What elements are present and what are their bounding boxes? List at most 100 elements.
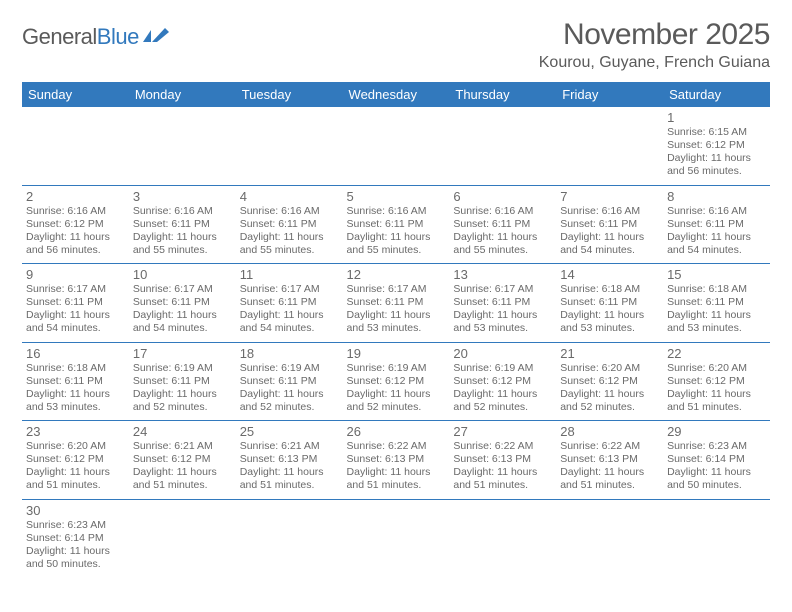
weekday-header: Sunday (22, 82, 129, 107)
daylight-text: Daylight: 11 hours and 53 minutes. (347, 309, 446, 335)
sunrise-text: Sunrise: 6:19 AM (347, 362, 446, 375)
weekday-header: Friday (556, 82, 663, 107)
day-cell: 23Sunrise: 6:20 AMSunset: 6:12 PMDayligh… (22, 421, 129, 500)
day-cell: 5Sunrise: 6:16 AMSunset: 6:11 PMDaylight… (343, 185, 450, 264)
sunset-text: Sunset: 6:13 PM (240, 453, 339, 466)
daylight-text: Daylight: 11 hours and 54 minutes. (133, 309, 232, 335)
day-number: 12 (347, 267, 446, 282)
day-cell: 20Sunrise: 6:19 AMSunset: 6:12 PMDayligh… (449, 342, 556, 421)
day-cell: 6Sunrise: 6:16 AMSunset: 6:11 PMDaylight… (449, 185, 556, 264)
calendar-header-row: SundayMondayTuesdayWednesdayThursdayFrid… (22, 82, 770, 107)
brand-logo: GeneralBlue (22, 18, 169, 50)
sunrise-text: Sunrise: 6:15 AM (667, 126, 766, 139)
day-cell: 2Sunrise: 6:16 AMSunset: 6:12 PMDaylight… (22, 185, 129, 264)
day-cell: 30Sunrise: 6:23 AMSunset: 6:14 PMDayligh… (22, 499, 129, 577)
weekday-header: Thursday (449, 82, 556, 107)
day-number: 16 (26, 346, 125, 361)
brand-part1: General (22, 24, 97, 49)
daylight-text: Daylight: 11 hours and 51 minutes. (453, 466, 552, 492)
daylight-text: Daylight: 11 hours and 55 minutes. (453, 231, 552, 257)
day-cell: 17Sunrise: 6:19 AMSunset: 6:11 PMDayligh… (129, 342, 236, 421)
day-cell: 12Sunrise: 6:17 AMSunset: 6:11 PMDayligh… (343, 264, 450, 343)
sunrise-text: Sunrise: 6:20 AM (667, 362, 766, 375)
day-cell: 24Sunrise: 6:21 AMSunset: 6:12 PMDayligh… (129, 421, 236, 500)
sunrise-text: Sunrise: 6:18 AM (667, 283, 766, 296)
day-cell: 28Sunrise: 6:22 AMSunset: 6:13 PMDayligh… (556, 421, 663, 500)
sunrise-text: Sunrise: 6:16 AM (667, 205, 766, 218)
day-number: 20 (453, 346, 552, 361)
sunrise-text: Sunrise: 6:16 AM (453, 205, 552, 218)
calendar-table: SundayMondayTuesdayWednesdayThursdayFrid… (22, 82, 770, 577)
sunrise-text: Sunrise: 6:22 AM (560, 440, 659, 453)
flag-icon (143, 28, 169, 46)
sunset-text: Sunset: 6:11 PM (240, 375, 339, 388)
day-number: 1 (667, 110, 766, 125)
day-cell: 29Sunrise: 6:23 AMSunset: 6:14 PMDayligh… (663, 421, 770, 500)
day-cell: 11Sunrise: 6:17 AMSunset: 6:11 PMDayligh… (236, 264, 343, 343)
day-number: 15 (667, 267, 766, 282)
empty-cell (236, 499, 343, 577)
day-cell: 4Sunrise: 6:16 AMSunset: 6:11 PMDaylight… (236, 185, 343, 264)
day-number: 4 (240, 189, 339, 204)
day-cell: 13Sunrise: 6:17 AMSunset: 6:11 PMDayligh… (449, 264, 556, 343)
sunset-text: Sunset: 6:13 PM (347, 453, 446, 466)
sunrise-text: Sunrise: 6:17 AM (133, 283, 232, 296)
day-cell: 9Sunrise: 6:17 AMSunset: 6:11 PMDaylight… (22, 264, 129, 343)
weekday-header: Tuesday (236, 82, 343, 107)
daylight-text: Daylight: 11 hours and 53 minutes. (560, 309, 659, 335)
daylight-text: Daylight: 11 hours and 52 minutes. (453, 388, 552, 414)
sunrise-text: Sunrise: 6:17 AM (240, 283, 339, 296)
day-cell: 19Sunrise: 6:19 AMSunset: 6:12 PMDayligh… (343, 342, 450, 421)
empty-cell (556, 499, 663, 577)
daylight-text: Daylight: 11 hours and 55 minutes. (240, 231, 339, 257)
day-number: 29 (667, 424, 766, 439)
sunrise-text: Sunrise: 6:16 AM (347, 205, 446, 218)
brand-part2: Blue (97, 24, 139, 49)
sunrise-text: Sunrise: 6:16 AM (133, 205, 232, 218)
day-cell: 18Sunrise: 6:19 AMSunset: 6:11 PMDayligh… (236, 342, 343, 421)
sunrise-text: Sunrise: 6:16 AM (240, 205, 339, 218)
sunset-text: Sunset: 6:12 PM (667, 139, 766, 152)
day-number: 23 (26, 424, 125, 439)
weekday-header: Saturday (663, 82, 770, 107)
daylight-text: Daylight: 11 hours and 52 minutes. (560, 388, 659, 414)
daylight-text: Daylight: 11 hours and 55 minutes. (133, 231, 232, 257)
day-number: 28 (560, 424, 659, 439)
sunset-text: Sunset: 6:11 PM (240, 218, 339, 231)
daylight-text: Daylight: 11 hours and 50 minutes. (26, 545, 125, 571)
empty-cell (129, 107, 236, 185)
daylight-text: Daylight: 11 hours and 51 minutes. (26, 466, 125, 492)
day-number: 14 (560, 267, 659, 282)
sunrise-text: Sunrise: 6:20 AM (26, 440, 125, 453)
daylight-text: Daylight: 11 hours and 53 minutes. (26, 388, 125, 414)
empty-cell (22, 107, 129, 185)
day-cell: 21Sunrise: 6:20 AMSunset: 6:12 PMDayligh… (556, 342, 663, 421)
sunset-text: Sunset: 6:11 PM (667, 218, 766, 231)
day-number: 7 (560, 189, 659, 204)
day-cell: 10Sunrise: 6:17 AMSunset: 6:11 PMDayligh… (129, 264, 236, 343)
daylight-text: Daylight: 11 hours and 54 minutes. (26, 309, 125, 335)
day-number: 9 (26, 267, 125, 282)
sunset-text: Sunset: 6:11 PM (560, 296, 659, 309)
sunset-text: Sunset: 6:12 PM (133, 453, 232, 466)
sunrise-text: Sunrise: 6:17 AM (26, 283, 125, 296)
header-bar: GeneralBlue November 2025 Kourou, Guyane… (22, 18, 770, 72)
location-text: Kourou, Guyane, French Guiana (539, 54, 770, 72)
sunset-text: Sunset: 6:11 PM (667, 296, 766, 309)
weekday-header: Wednesday (343, 82, 450, 107)
day-cell: 7Sunrise: 6:16 AMSunset: 6:11 PMDaylight… (556, 185, 663, 264)
sunrise-text: Sunrise: 6:16 AM (560, 205, 659, 218)
day-cell: 22Sunrise: 6:20 AMSunset: 6:12 PMDayligh… (663, 342, 770, 421)
sunset-text: Sunset: 6:11 PM (133, 296, 232, 309)
sunrise-text: Sunrise: 6:21 AM (240, 440, 339, 453)
weekday-header: Monday (129, 82, 236, 107)
day-number: 30 (26, 503, 125, 518)
day-number: 2 (26, 189, 125, 204)
sunrise-text: Sunrise: 6:18 AM (560, 283, 659, 296)
daylight-text: Daylight: 11 hours and 54 minutes. (240, 309, 339, 335)
brand-text: GeneralBlue (22, 24, 139, 50)
sunset-text: Sunset: 6:11 PM (133, 218, 232, 231)
day-number: 18 (240, 346, 339, 361)
day-cell: 8Sunrise: 6:16 AMSunset: 6:11 PMDaylight… (663, 185, 770, 264)
daylight-text: Daylight: 11 hours and 51 minutes. (560, 466, 659, 492)
